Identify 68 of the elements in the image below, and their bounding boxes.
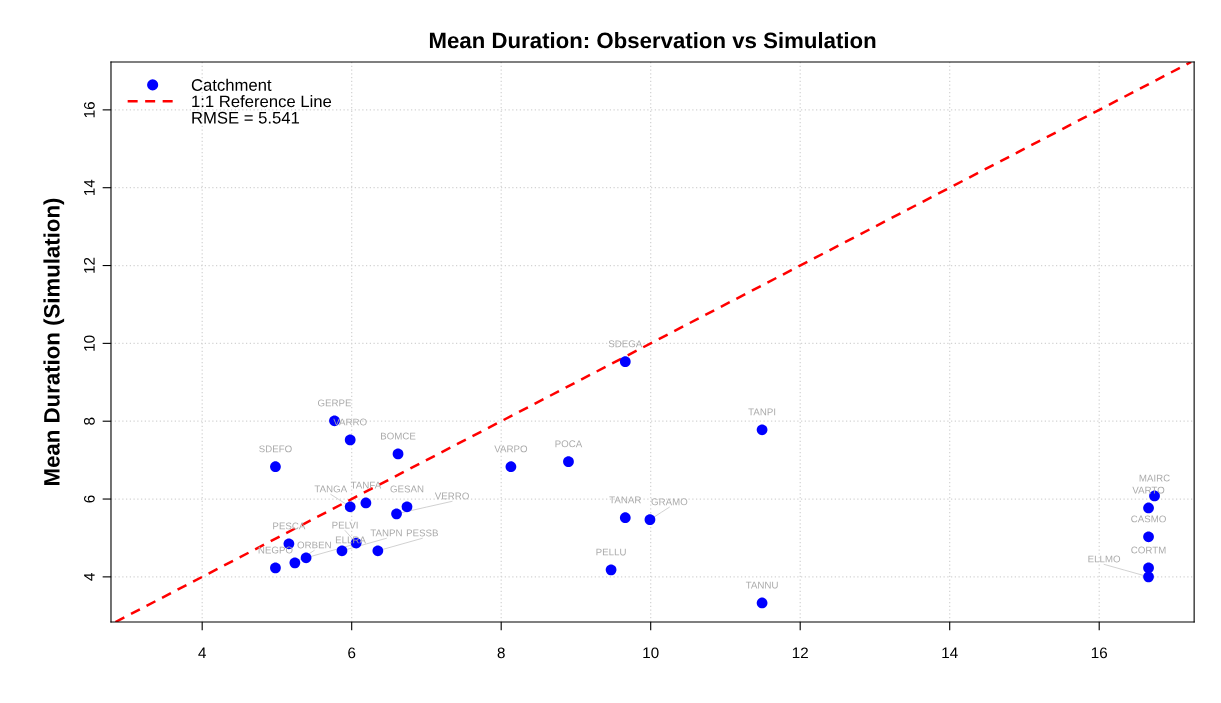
- annotation: VERRO: [434, 492, 469, 500]
- point: [756, 424, 768, 436]
- annotation: RMSE = 5.541: [192, 111, 300, 124]
- legend-label: 1:1 Reference Line: [192, 95, 332, 108]
- x-tick-label: 12: [792, 647, 808, 659]
- annotation: GRAMO: [651, 498, 688, 506]
- y-tick-label: 10: [83, 335, 95, 351]
- point: [344, 434, 356, 446]
- y-tick-label: 6: [83, 495, 95, 503]
- y-axis-title: Mean Duration (Simulation): [43, 198, 65, 485]
- point: [1143, 531, 1154, 543]
- annotation: PELLU: [596, 548, 626, 556]
- point: [401, 501, 413, 513]
- annotation: GESAN: [390, 485, 424, 493]
- annotation: TANPN: [370, 529, 402, 537]
- annotation: BOMCE: [381, 432, 416, 440]
- annotation: PELVI: [332, 521, 358, 529]
- y-tick-label: 8: [83, 417, 95, 425]
- annotation: ORBEN: [297, 541, 331, 549]
- point: [605, 564, 617, 576]
- annotation: TANGA: [314, 485, 348, 493]
- y-tick-label: 4: [84, 573, 95, 581]
- point: [372, 545, 384, 557]
- point: [270, 461, 281, 473]
- annotation: ELLMO: [1088, 555, 1121, 563]
- point: [505, 461, 517, 473]
- chart-title: Mean Duration: Observation vs Simulation: [429, 32, 876, 49]
- annotation: PESCA: [273, 522, 306, 530]
- annotation: POCA: [555, 440, 583, 448]
- annotation: VARPO: [494, 445, 528, 453]
- point: [1143, 562, 1154, 574]
- point: [619, 512, 631, 524]
- x-tick-label: 4: [198, 647, 206, 659]
- y-tick-label: 16: [83, 102, 95, 118]
- x-tick-label: 16: [1091, 647, 1108, 659]
- annotation: NEGPO: [258, 546, 293, 554]
- point: [563, 456, 574, 468]
- legend-label: Catchment: [191, 78, 272, 91]
- annotation: SDEGA: [608, 340, 643, 348]
- y-tick-label: 12: [83, 257, 95, 273]
- annotation: CASMO: [1131, 515, 1166, 523]
- annotation: GERPE: [317, 399, 352, 407]
- point: [391, 508, 402, 520]
- point: [336, 545, 348, 557]
- point: [644, 514, 656, 526]
- annotation: TANNU: [745, 581, 778, 589]
- x-tick-label: 10: [643, 647, 659, 659]
- point: [344, 501, 356, 513]
- annotation: TANAR: [609, 496, 641, 504]
- point: [270, 562, 281, 574]
- x-tick-label: 8: [497, 647, 505, 659]
- point: [289, 557, 301, 569]
- point: [392, 448, 404, 460]
- point: [1143, 502, 1154, 514]
- point: [619, 356, 631, 368]
- point: [360, 497, 372, 509]
- annotation: CORTM: [1131, 546, 1166, 554]
- point: [1143, 571, 1154, 583]
- annotation: MAIRC: [1139, 474, 1170, 482]
- x-tick-label: 6: [348, 647, 356, 659]
- annotation: PESSB: [406, 529, 438, 537]
- point: [756, 597, 768, 609]
- annotation: TANPI: [748, 408, 776, 416]
- annotation: VARTO: [1132, 486, 1165, 494]
- y-tick-label: 14: [84, 179, 95, 196]
- annotation: TANFA: [350, 481, 382, 489]
- annotation: SDEFO: [259, 445, 292, 453]
- x-tick-label: 14: [942, 647, 958, 659]
